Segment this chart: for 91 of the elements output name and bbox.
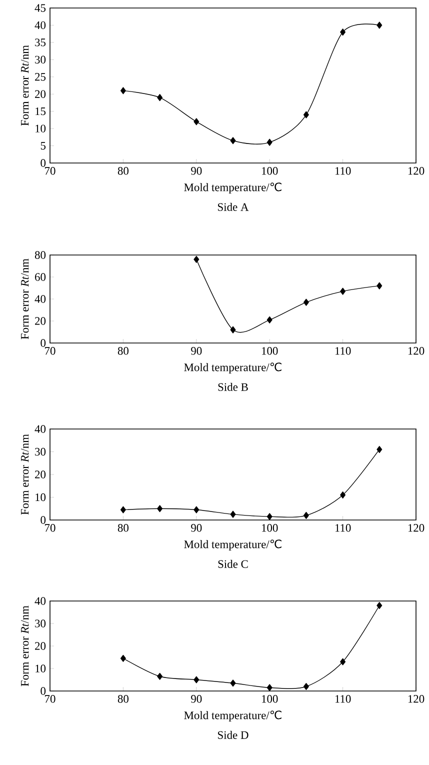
x-tick-label: 110 [335, 524, 351, 532]
point [376, 282, 382, 290]
y-tick-label: 30 [35, 620, 46, 628]
point [194, 506, 200, 514]
y-tick-label: 40 [34, 425, 46, 433]
y-tick-label: 60 [35, 273, 46, 281]
point [303, 682, 309, 690]
y-tick-label: 10 [36, 493, 46, 502]
y-tick-label: 20 [35, 642, 46, 650]
point [157, 505, 163, 512]
point [376, 22, 382, 29]
y-tick-label: 40 [34, 295, 46, 303]
x-tick-label: 80 [118, 167, 128, 175]
x-tick-label: 120 [408, 524, 424, 532]
x-tick-label: 100 [262, 695, 278, 703]
point [266, 316, 272, 324]
x-axis-title: Mold temperature/℃ [184, 362, 282, 374]
point [157, 94, 163, 102]
point [340, 491, 346, 499]
x-tick-label: 70 [45, 167, 56, 175]
y-tick-label: 20 [35, 470, 46, 478]
x-axis-title: Mold temperature/℃ [184, 710, 282, 722]
x-tick-label: 80 [118, 695, 128, 703]
point [266, 684, 272, 692]
point [194, 256, 200, 263]
point [120, 506, 126, 514]
point [194, 118, 200, 126]
y-tick-label: 15 [36, 107, 46, 116]
y-tick-label: 80 [34, 251, 46, 259]
point [340, 28, 346, 36]
x-tick-label: 80 [118, 524, 128, 532]
x-tick-label: 120 [408, 695, 424, 703]
point [340, 288, 346, 295]
x-tick-label: 90 [191, 524, 202, 532]
y-tick-label: 20 [35, 317, 46, 325]
point [376, 602, 382, 610]
point [120, 87, 126, 94]
y-axis-title: Form error Rt/nm [21, 606, 29, 686]
y-axis-title: Form error Rt/nm [21, 258, 29, 340]
point [303, 512, 309, 519]
x-tick-label: 100 [262, 524, 278, 532]
x-tick-label: 110 [335, 347, 351, 355]
x-tick-label: 80 [118, 347, 128, 355]
y-tick-label: 40 [34, 21, 46, 30]
y-tick-label: 25 [35, 73, 46, 81]
y-tick-label: 40 [34, 597, 46, 605]
y-tick-label: 20 [35, 90, 46, 98]
y-tick-label: 0 [40, 159, 46, 167]
x-tick-label: 110 [335, 167, 351, 175]
x-tick-label: 90 [191, 167, 202, 175]
x-tick-label: 90 [191, 695, 202, 703]
x-axis-title: Mold temperature/℃ [184, 540, 282, 551]
point [230, 326, 236, 334]
y-tick-label: 0 [40, 516, 46, 524]
x-tick-label: 100 [262, 347, 278, 355]
x-tick-label: 70 [45, 695, 56, 703]
y-tick-label: 30 [35, 448, 46, 456]
point [157, 672, 163, 680]
point [266, 513, 272, 520]
y-tick-label: 0 [40, 687, 46, 695]
text: Side C [218, 560, 248, 568]
point [120, 654, 126, 662]
y-tick-label: 30 [35, 56, 46, 64]
point [376, 446, 382, 454]
y-axis-title: Form error Rt/nm [21, 434, 29, 515]
x-tick-label: 120 [408, 167, 424, 175]
text: Side D [218, 730, 248, 739]
point [340, 658, 346, 666]
y-tick-label: 5 [40, 142, 46, 150]
y-tick-label: 35 [35, 38, 46, 46]
point [230, 137, 236, 144]
x-tick-label: 120 [408, 347, 424, 355]
point [303, 111, 309, 118]
point [266, 138, 272, 146]
y-axis-title: Form error Rt/nm [21, 45, 29, 126]
y-tick-label: 0 [40, 339, 46, 347]
x-tick-label: 70 [45, 524, 56, 532]
point [230, 510, 236, 518]
x-tick-label: 90 [191, 347, 202, 355]
text: Side B [218, 382, 248, 391]
text: Side A [218, 202, 249, 211]
x-tick-label: 110 [335, 695, 351, 703]
y-tick-label: 10 [36, 664, 46, 672]
x-tick-label: 70 [45, 347, 56, 355]
y-tick-label: 45 [34, 4, 46, 12]
point [194, 676, 200, 684]
point [230, 680, 236, 687]
y-tick-label: 10 [36, 124, 46, 132]
x-axis-title: Mold temperature/℃ [184, 182, 282, 194]
x-tick-label: 100 [262, 167, 278, 175]
point [303, 298, 309, 306]
